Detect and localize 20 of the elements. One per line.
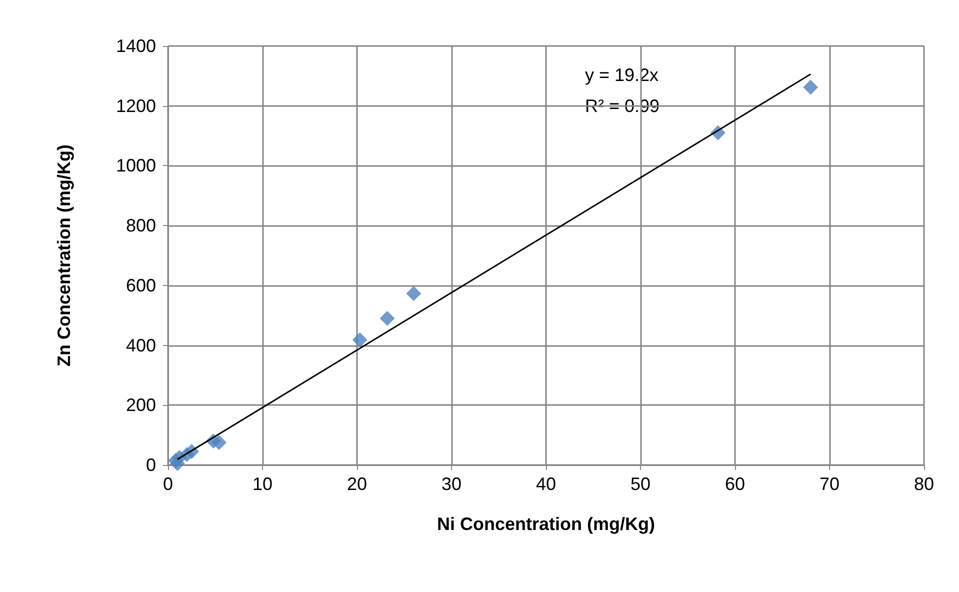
x-tick-label: 0 bbox=[162, 474, 174, 494]
x-tick-label: 40 bbox=[536, 474, 556, 494]
y-tick-label: 0 bbox=[146, 455, 156, 475]
x-tick-label: 70 bbox=[819, 474, 840, 494]
y-tick-label: 1400 bbox=[116, 36, 156, 56]
x-tick-label: 80 bbox=[914, 474, 934, 494]
x-tick-label: 60 bbox=[724, 474, 746, 494]
y-tick-label: 1000 bbox=[116, 156, 156, 176]
annotation: y = 19.2x bbox=[585, 65, 659, 85]
x-tick-label: 50 bbox=[630, 474, 651, 494]
x-tick-label: 10 bbox=[252, 474, 273, 494]
y-tick-label: 600 bbox=[126, 275, 156, 296]
x-axis-title: Ni Concentration (mg/Kg) bbox=[437, 514, 655, 534]
y-tick-label: 800 bbox=[126, 216, 156, 236]
y-tick-label: 400 bbox=[126, 335, 156, 356]
y-tick-label: 200 bbox=[126, 395, 156, 416]
x-tick-label: 20 bbox=[346, 474, 368, 494]
y-axis-title: Zn Concentration (mg/Kg) bbox=[54, 144, 74, 366]
x-tick-label: 30 bbox=[441, 474, 462, 494]
y-tick-label: 1200 bbox=[116, 96, 156, 116]
